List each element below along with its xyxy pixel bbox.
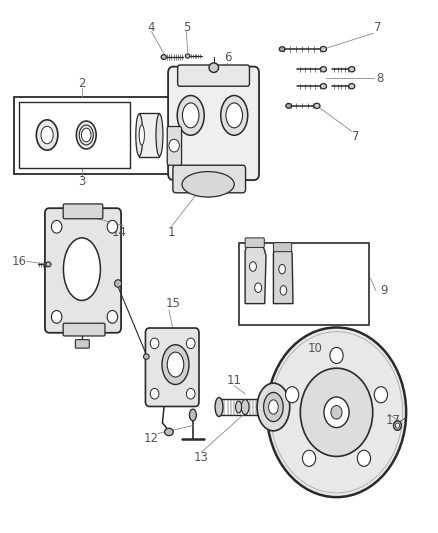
- Ellipse shape: [236, 401, 242, 413]
- Ellipse shape: [144, 354, 149, 359]
- FancyBboxPatch shape: [75, 340, 89, 348]
- Ellipse shape: [185, 54, 190, 58]
- Ellipse shape: [156, 114, 163, 156]
- Ellipse shape: [221, 95, 248, 135]
- Ellipse shape: [321, 84, 326, 89]
- Ellipse shape: [395, 423, 399, 428]
- Ellipse shape: [254, 283, 261, 293]
- Ellipse shape: [279, 47, 285, 52]
- Circle shape: [300, 368, 373, 456]
- Ellipse shape: [136, 114, 143, 156]
- Circle shape: [267, 327, 406, 497]
- Circle shape: [186, 338, 195, 349]
- FancyBboxPatch shape: [173, 165, 246, 193]
- Text: 16: 16: [11, 255, 26, 268]
- Text: 14: 14: [111, 225, 127, 239]
- Circle shape: [150, 389, 159, 399]
- Ellipse shape: [167, 352, 184, 377]
- Circle shape: [51, 311, 62, 323]
- Ellipse shape: [165, 428, 173, 435]
- Bar: [239, 243, 369, 325]
- Circle shape: [357, 450, 371, 466]
- FancyBboxPatch shape: [168, 67, 259, 180]
- Circle shape: [107, 311, 117, 323]
- Ellipse shape: [162, 345, 189, 384]
- Ellipse shape: [189, 409, 196, 421]
- Ellipse shape: [393, 421, 401, 430]
- Circle shape: [150, 338, 159, 349]
- Text: 12: 12: [144, 432, 159, 446]
- Polygon shape: [245, 245, 266, 304]
- Text: 11: 11: [227, 374, 242, 387]
- Ellipse shape: [209, 63, 219, 72]
- FancyBboxPatch shape: [178, 65, 250, 86]
- Text: 4: 4: [148, 21, 155, 35]
- FancyBboxPatch shape: [245, 238, 264, 247]
- Ellipse shape: [39, 124, 55, 146]
- Ellipse shape: [64, 238, 100, 301]
- Ellipse shape: [79, 125, 93, 145]
- Ellipse shape: [41, 126, 53, 144]
- Text: 13: 13: [194, 451, 209, 464]
- Ellipse shape: [46, 262, 51, 266]
- Text: 5: 5: [183, 21, 190, 35]
- Ellipse shape: [215, 398, 223, 417]
- Ellipse shape: [264, 392, 283, 422]
- Text: 2: 2: [78, 77, 86, 90]
- Text: 3: 3: [78, 175, 85, 188]
- Text: 15: 15: [166, 297, 181, 310]
- Text: 7: 7: [374, 21, 381, 35]
- FancyBboxPatch shape: [273, 243, 292, 252]
- Ellipse shape: [349, 67, 355, 72]
- Text: 9: 9: [380, 284, 387, 297]
- FancyBboxPatch shape: [45, 208, 121, 333]
- Ellipse shape: [42, 128, 52, 142]
- Bar: [139, 114, 159, 157]
- Circle shape: [374, 386, 388, 403]
- Ellipse shape: [177, 95, 204, 135]
- Ellipse shape: [321, 67, 326, 72]
- Text: 10: 10: [307, 342, 322, 355]
- Text: 7: 7: [352, 130, 360, 143]
- Ellipse shape: [183, 103, 199, 128]
- Circle shape: [107, 220, 117, 233]
- FancyBboxPatch shape: [63, 323, 105, 336]
- Ellipse shape: [279, 264, 286, 274]
- FancyBboxPatch shape: [167, 126, 182, 165]
- Circle shape: [169, 139, 180, 152]
- Ellipse shape: [36, 120, 58, 150]
- Ellipse shape: [81, 128, 91, 142]
- Text: 8: 8: [376, 72, 384, 85]
- Ellipse shape: [314, 103, 320, 109]
- Ellipse shape: [139, 125, 145, 145]
- Bar: [19, 102, 130, 168]
- Bar: [14, 97, 188, 174]
- Circle shape: [330, 348, 343, 364]
- Ellipse shape: [161, 55, 166, 60]
- Circle shape: [331, 406, 342, 419]
- Ellipse shape: [250, 262, 256, 271]
- Ellipse shape: [268, 400, 278, 414]
- FancyBboxPatch shape: [145, 328, 199, 407]
- Circle shape: [186, 389, 195, 399]
- FancyBboxPatch shape: [63, 204, 103, 219]
- Circle shape: [303, 450, 316, 466]
- Polygon shape: [273, 249, 293, 304]
- Ellipse shape: [349, 84, 355, 89]
- Ellipse shape: [115, 280, 121, 287]
- Ellipse shape: [257, 383, 290, 431]
- Ellipse shape: [76, 121, 96, 149]
- Ellipse shape: [286, 103, 291, 108]
- Ellipse shape: [182, 172, 234, 197]
- Text: 1: 1: [167, 225, 175, 239]
- Ellipse shape: [241, 400, 249, 415]
- Circle shape: [51, 220, 62, 233]
- Text: 17: 17: [385, 414, 401, 427]
- Ellipse shape: [226, 103, 243, 128]
- Ellipse shape: [280, 286, 287, 295]
- Text: 6: 6: [224, 51, 231, 63]
- Circle shape: [286, 386, 299, 403]
- Circle shape: [324, 397, 349, 427]
- Ellipse shape: [321, 46, 326, 52]
